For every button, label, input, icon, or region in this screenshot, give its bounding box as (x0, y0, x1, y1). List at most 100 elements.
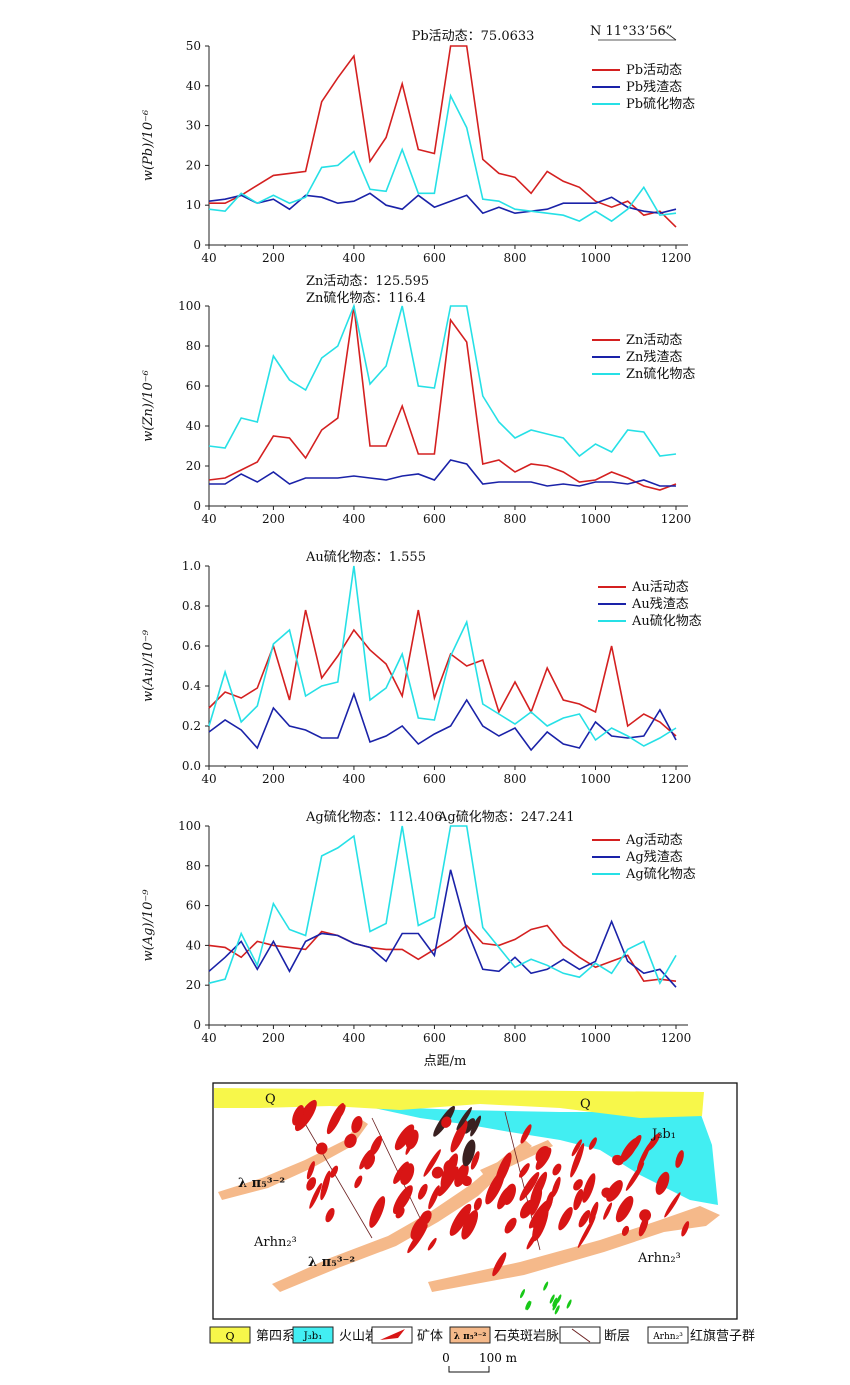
ore-body (535, 1147, 552, 1170)
legend-label-ore: 矿体 (417, 1329, 443, 1344)
legend-swatch-volcanic (292, 1326, 334, 1344)
y-tick-label: 0.4 (182, 679, 201, 693)
y-tick-label: 0 (193, 499, 201, 513)
scale-start: 0 (442, 1351, 450, 1365)
ore-body (638, 1215, 649, 1237)
scale-bar: 0 100 m (442, 1351, 518, 1373)
ore-body (551, 1176, 561, 1198)
x-tick-label: 400 (342, 1031, 365, 1045)
annotation: Pb活动态：75.0633 (412, 29, 535, 44)
ore-body (601, 1187, 612, 1198)
volcanic-zone (365, 1106, 718, 1205)
ore-body (573, 1179, 583, 1191)
x-tick-label: 1000 (580, 512, 611, 526)
y-tick-label: 20 (186, 978, 201, 992)
x-tick-label: 40 (201, 772, 216, 786)
y-axis-label: w(Zn)/10⁻⁶ (141, 370, 156, 442)
ore-body (655, 1171, 670, 1195)
ore-body (582, 1173, 596, 1203)
map-legend: Q 第四系 J₃b₁ 火山岩 矿体 λ π₅³⁻² 石英斑岩脉 断层 Arhn₂… (209, 1326, 755, 1344)
ore-body (519, 1163, 530, 1178)
green-vein (552, 1301, 558, 1311)
legend-label-sulfide: Ag硫化物态 (625, 867, 696, 882)
series-line-sulfide (208, 565, 677, 747)
x-tick-label: 800 (504, 251, 527, 265)
x-tick-label: 600 (423, 772, 446, 786)
legend-label-residue: Ag残渣态 (625, 850, 683, 865)
geological-section: Q Q J₃b₁ λ π₅³⁻² λ π₅³⁻² Arhn₂³ Arhn₂³ (212, 1082, 738, 1320)
ore-body (428, 1185, 440, 1210)
label-q-left: Q (265, 1092, 276, 1107)
x-tick-label: 200 (262, 772, 285, 786)
ore-body (306, 1161, 315, 1180)
ore-body (570, 1143, 585, 1178)
label-group-left: Arhn₂³ (253, 1235, 297, 1250)
series-line-active (208, 305, 677, 491)
ore-body (520, 1124, 532, 1144)
green-vein (525, 1300, 531, 1310)
ore-body (417, 1183, 428, 1200)
x-tick-label: 1000 (580, 251, 611, 265)
legend-fault-icon (571, 1328, 591, 1343)
legend-swatch-text-volcanic: J₃b₁ (303, 1331, 322, 1342)
ore-body (294, 1099, 317, 1132)
ore-bodies (292, 1099, 690, 1315)
x-tick-label: 600 (423, 1031, 446, 1045)
green-vein (543, 1281, 549, 1291)
ore-body (664, 1192, 681, 1218)
ore-body (315, 1142, 328, 1155)
series-line-residue (209, 459, 676, 487)
ore-body (627, 1134, 642, 1155)
green-vein (556, 1294, 562, 1304)
ore-body (603, 1202, 613, 1220)
ore-body (330, 1165, 339, 1178)
ore-body (612, 1154, 624, 1166)
legend-label-residue: Au残渣态 (631, 597, 689, 612)
annotation: Zn活动态：125.595 (306, 274, 429, 289)
label-dike-mid: λ π₅³⁻² (308, 1255, 355, 1270)
ore-body (615, 1195, 634, 1223)
x-axis-label: 点距/m (424, 1054, 467, 1069)
y-tick-label: 0.8 (182, 599, 201, 613)
ore-body (625, 1162, 645, 1191)
ore-body (394, 1124, 415, 1151)
quaternary-layer (214, 1088, 704, 1118)
x-tick-label: 1000 (580, 1031, 611, 1045)
ore-body (470, 1115, 482, 1137)
annotation: Au硫化物态：1.555 (305, 550, 426, 565)
label-volcanic: J₃b₁ (650, 1127, 676, 1142)
series-line-active (208, 609, 677, 737)
ore-body (440, 1153, 459, 1189)
ore-body (647, 1133, 661, 1151)
label-group-right: Arhn₂³ (637, 1251, 681, 1266)
ore-body (470, 1151, 480, 1170)
legend-label-active: Zn活动态 (626, 333, 682, 348)
legend-label-residue: Zn残渣态 (626, 350, 682, 365)
x-tick-label: 400 (342, 772, 365, 786)
x-tick-label: 1200 (661, 512, 692, 526)
ore-body (351, 1115, 363, 1134)
chart-pb: 0 10 20 30 40 50 40 200 400 600 800 1000 1200 w(Pb)/1… (141, 29, 695, 265)
ore-body (571, 1139, 582, 1157)
ore-body (681, 1221, 690, 1237)
ore-body (497, 1186, 511, 1210)
ore-body (577, 1215, 596, 1248)
ore-body (573, 1189, 584, 1211)
x-tick-label: 1200 (661, 251, 692, 265)
y-tick-label: 100 (178, 299, 201, 313)
ore-body (578, 1210, 591, 1228)
annotation: Ag硫化物态：247.241 (437, 810, 574, 825)
y-tick-label: 30 (186, 119, 201, 133)
series-line-residue (208, 691, 677, 752)
legend-label-group: 红旗营子群 (690, 1328, 755, 1344)
ore-body (558, 1206, 573, 1231)
ore-body (431, 1166, 444, 1179)
legend-label-active: Pb活动态 (626, 63, 682, 78)
chart-zn: 0 20 40 60 80 100 40 200 400 600 800 1000 1200 w(Zn)/… (141, 274, 695, 526)
ore-body (492, 1252, 507, 1277)
ore-body (456, 1107, 472, 1131)
legend-label-volcanic: 火山岩 (339, 1329, 378, 1344)
y-tick-label: 20 (186, 158, 201, 172)
ore-body (450, 1120, 468, 1153)
